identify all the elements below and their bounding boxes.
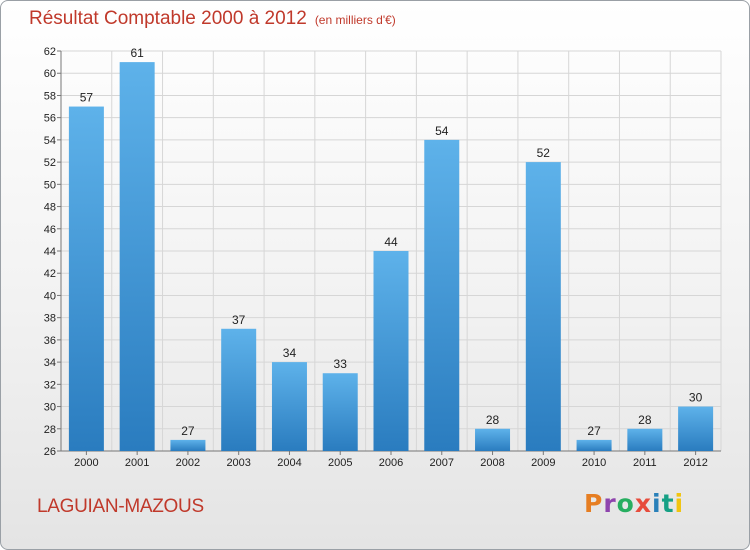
y-tick-label: 36 xyxy=(44,335,56,347)
title-text: Résultat Comptable 2000 à 2012 xyxy=(29,8,307,29)
bar-2000 xyxy=(68,106,104,452)
value-label-2010: 27 xyxy=(587,424,601,438)
bar-2001 xyxy=(119,62,155,451)
x-tick-label-2011: 2011 xyxy=(633,457,657,469)
y-tick-label: 38 xyxy=(44,313,56,325)
bar-2010 xyxy=(576,439,612,451)
x-tick-label-2004: 2004 xyxy=(277,457,301,469)
bar-2008 xyxy=(475,428,511,451)
y-tick-label: 62 xyxy=(44,46,56,58)
bars xyxy=(68,62,714,452)
y-tick-label: 28 xyxy=(44,424,56,436)
y-tick-label: 26 xyxy=(44,446,56,458)
value-label-2003: 37 xyxy=(232,313,246,327)
value-label-2009: 52 xyxy=(537,146,551,160)
y-tick-label: 30 xyxy=(44,402,56,414)
y-tick-label: 60 xyxy=(44,68,56,80)
value-label-2002: 27 xyxy=(181,424,195,438)
value-label-2001: 61 xyxy=(130,46,144,60)
logo-letter: x xyxy=(634,489,652,518)
logo-letter: i xyxy=(652,489,662,518)
value-label-2007: 54 xyxy=(435,124,449,138)
logo-letter: o xyxy=(616,489,635,518)
x-tick-label-2000: 2000 xyxy=(74,457,98,469)
x-tick-label-2002: 2002 xyxy=(176,457,200,469)
proxiti-logo[interactable]: Proxiti xyxy=(584,489,684,518)
y-tick-label: 52 xyxy=(44,157,56,169)
y-tick-label: 58 xyxy=(44,90,56,102)
value-label-2012: 30 xyxy=(689,391,703,405)
x-tick-label-2009: 2009 xyxy=(531,457,555,469)
y-tick-label: 46 xyxy=(44,224,56,236)
x-tick-label-2010: 2010 xyxy=(582,457,606,469)
bar-2003 xyxy=(221,328,257,451)
title-unit: (en milliers d'€) xyxy=(314,13,396,27)
bar-2004 xyxy=(271,362,307,451)
x-tick-label-2006: 2006 xyxy=(379,457,403,469)
x-tick-label-2007: 2007 xyxy=(430,457,454,469)
x-tick-label-2001: 2001 xyxy=(125,457,149,469)
y-tick-label: 50 xyxy=(44,179,56,191)
value-label-2000: 57 xyxy=(80,91,94,105)
y-tick-label: 48 xyxy=(44,202,56,214)
value-label-2005: 33 xyxy=(334,357,348,371)
bar-2007 xyxy=(424,139,460,451)
y-tick-label: 40 xyxy=(44,290,56,302)
y-tick-label: 34 xyxy=(44,357,56,369)
logo-letter: r xyxy=(603,489,617,518)
bar-2011 xyxy=(627,428,663,451)
value-label-2004: 34 xyxy=(283,346,297,360)
y-tick-label: 54 xyxy=(44,135,56,147)
y-tick-label: 44 xyxy=(44,246,56,258)
x-tick-label-2012: 2012 xyxy=(683,457,707,469)
bar-2009 xyxy=(525,162,561,451)
bar-2005 xyxy=(322,373,358,451)
bar-2006 xyxy=(373,251,409,451)
commune-name: LAGUIAN-MAZOUS xyxy=(37,496,204,517)
bar-2002 xyxy=(170,439,206,451)
y-tick-label: 42 xyxy=(44,268,56,280)
labels: 26 28 30 32 34 36 38 40 42 44 46 48 50 52 54 56 58 60 62 57… xyxy=(44,46,708,469)
value-label-2011: 28 xyxy=(638,413,652,427)
bar-2012 xyxy=(678,406,714,451)
value-label-2006: 44 xyxy=(384,235,398,249)
x-tick-label-2005: 2005 xyxy=(328,457,352,469)
chart-title: Résultat Comptable 2000 à 2012 (en millie… xyxy=(29,8,396,30)
logo-letter: P xyxy=(584,489,604,518)
value-label-2008: 28 xyxy=(486,413,500,427)
y-tick-label: 56 xyxy=(44,113,56,125)
x-tick-label-2008: 2008 xyxy=(480,457,504,469)
y-tick-label: 32 xyxy=(44,379,56,391)
logo-letter: i xyxy=(674,489,685,518)
logo-letter: t xyxy=(661,489,675,518)
x-tick-label-2003: 2003 xyxy=(226,457,250,469)
